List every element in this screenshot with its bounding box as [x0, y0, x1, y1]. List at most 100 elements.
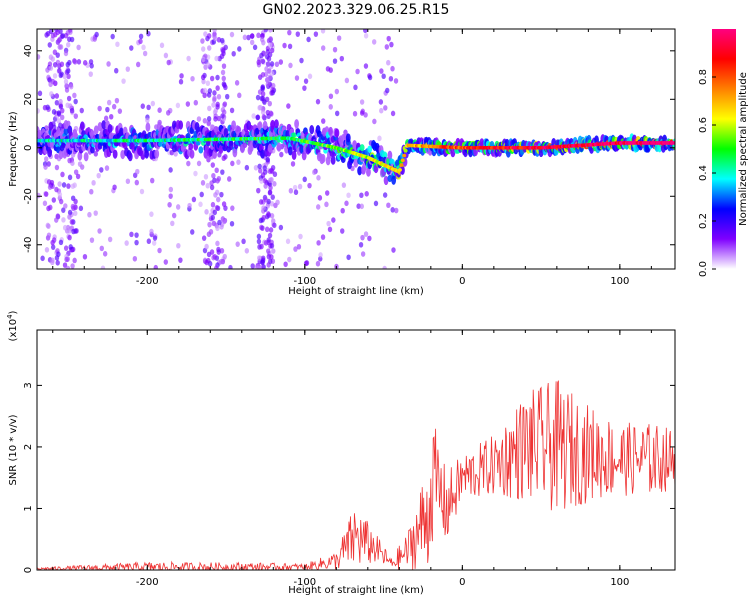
spectrogram-blob: [220, 37, 225, 44]
spectrogram-ridge-cell: [218, 144, 224, 154]
spectrogram-blob: [266, 211, 271, 217]
spectrogram-blob: [66, 68, 71, 74]
spectrogram-ridge-cell: [276, 142, 282, 152]
spectrogram-ridge-cell: [63, 127, 69, 136]
spectrogram-blob: [61, 182, 67, 188]
spectrogram-blob: [279, 151, 284, 158]
spectrogram-blob: [67, 209, 73, 216]
spectrogram-blob: [210, 162, 215, 168]
spectrogram-blob: [179, 73, 184, 79]
spectrogram-blob: [394, 207, 399, 214]
spectrogram-blob: [256, 59, 261, 66]
spectrogram-blob: [292, 184, 298, 191]
spectrogram-blob: [293, 246, 298, 252]
spectrogram-blob: [211, 102, 216, 108]
spectrogram-blob: [103, 115, 109, 122]
spectrogram-blob: [76, 44, 81, 51]
figure-title: GN02.2023.329.06.25.R15: [262, 2, 450, 18]
spectrogram-blob: [332, 58, 338, 64]
spectrogram-blob: [262, 178, 268, 184]
spectrogram-blob: [265, 81, 271, 88]
spectrogram-blob: [359, 203, 365, 210]
spectrogram-blob: [204, 243, 209, 250]
spectrogram-blob: [67, 214, 72, 220]
spectrogram-blob: [267, 177, 273, 184]
spectrogram-blob: [326, 220, 331, 227]
spectrogram-blob: [201, 78, 206, 85]
colorbar-gradient: [712, 29, 736, 269]
colorbar-tick-label: 0.4: [698, 165, 709, 181]
spectrogram-blob: [216, 93, 222, 100]
spectrogram-ridge-cell: [257, 121, 263, 131]
spectrogram-blob: [37, 54, 41, 60]
spectrogram-blob: [99, 245, 104, 252]
spectrogram-blob: [217, 55, 222, 62]
spectrogram-blob: [260, 109, 266, 115]
spectrogram-blob: [359, 110, 365, 116]
spectrogram-blob: [166, 110, 171, 116]
spectrogram-ridge-cell: [262, 120, 268, 130]
spectrogram-blob: [58, 98, 63, 105]
spectrogram-blob: [93, 151, 98, 157]
spectrogram-blob: [202, 87, 208, 94]
spectrogram-ridge-cell: [316, 130, 322, 138]
spectrogram-ridge-cell: [291, 150, 297, 160]
spectrogram-blob: [251, 113, 256, 119]
spectrogram-blob: [107, 236, 113, 243]
spectrogram-blob: [269, 90, 274, 96]
spectrogram-ridge-cell: [93, 125, 99, 135]
spectrogram-blob: [67, 234, 72, 241]
spectrogram-blob: [121, 78, 126, 84]
spectrogram-blob: [106, 61, 111, 67]
x-tick-label: -200: [136, 276, 159, 287]
spectrogram-blob: [64, 83, 69, 89]
spectrogram-ridge-cell: [119, 127, 124, 137]
spectrogram-blob: [316, 240, 321, 246]
spectrogram-blob: [72, 182, 77, 188]
x-tick-label: 0: [459, 577, 465, 588]
spectrogram-blob: [344, 77, 350, 84]
spectrogram-blob: [355, 68, 360, 75]
spectrogram-blob: [256, 187, 261, 194]
spectrogram-blob: [221, 155, 226, 162]
spectrogram-blob: [297, 183, 303, 190]
spectrogram-blob: [203, 173, 209, 180]
spectrogram-blob: [168, 186, 174, 193]
y-tick-label: 2: [23, 444, 34, 450]
spectrogram-blob: [258, 217, 264, 224]
spectrogram-blob: [63, 203, 68, 209]
spectrogram-blob: [260, 225, 265, 231]
spectrogram-blob: [317, 195, 323, 201]
spectrogram-blob: [167, 201, 172, 208]
spectrogram-blob: [57, 191, 63, 198]
spectrogram-blob: [267, 100, 272, 107]
spectrogram-blob: [249, 39, 255, 46]
spectrogram-blob: [210, 214, 215, 221]
spectrogram-ridge-cell: [198, 146, 204, 154]
spectrogram-blob: [260, 58, 266, 65]
spectrogram-blob: [235, 241, 240, 247]
spectrogram-blob: [57, 36, 63, 43]
spectrogram-ridge-cell: [232, 148, 238, 158]
spectrogram-ridge-cell: [309, 125, 315, 135]
spectrogram-ridge-core: [397, 168, 402, 172]
spectrogram-blob: [228, 264, 233, 269]
spectrogram-blob: [157, 247, 162, 254]
snr-panel: -200 -100 0 100 0 1 2 3 Height of straight lin…: [6, 310, 676, 596]
spectrogram-image: [37, 29, 675, 269]
spectrogram-blob: [91, 180, 96, 186]
spectrogram-blob: [52, 73, 58, 79]
spectrogram-blob: [285, 238, 291, 245]
spectrogram-blob: [268, 35, 273, 42]
spectrogram-ridge-cell: [90, 146, 95, 154]
spectrogram-blob: [125, 66, 130, 72]
spectrogram-blob: [229, 31, 235, 38]
spectrogram-blob: [219, 191, 224, 198]
spectrogram-blob: [68, 29, 73, 33]
spectrogram-blob: [157, 107, 162, 114]
spectrogram-blob: [263, 240, 269, 246]
spectrogram-blob: [193, 99, 198, 106]
y-tick-label: 0: [23, 145, 34, 151]
spectrogram-blob: [231, 50, 236, 57]
